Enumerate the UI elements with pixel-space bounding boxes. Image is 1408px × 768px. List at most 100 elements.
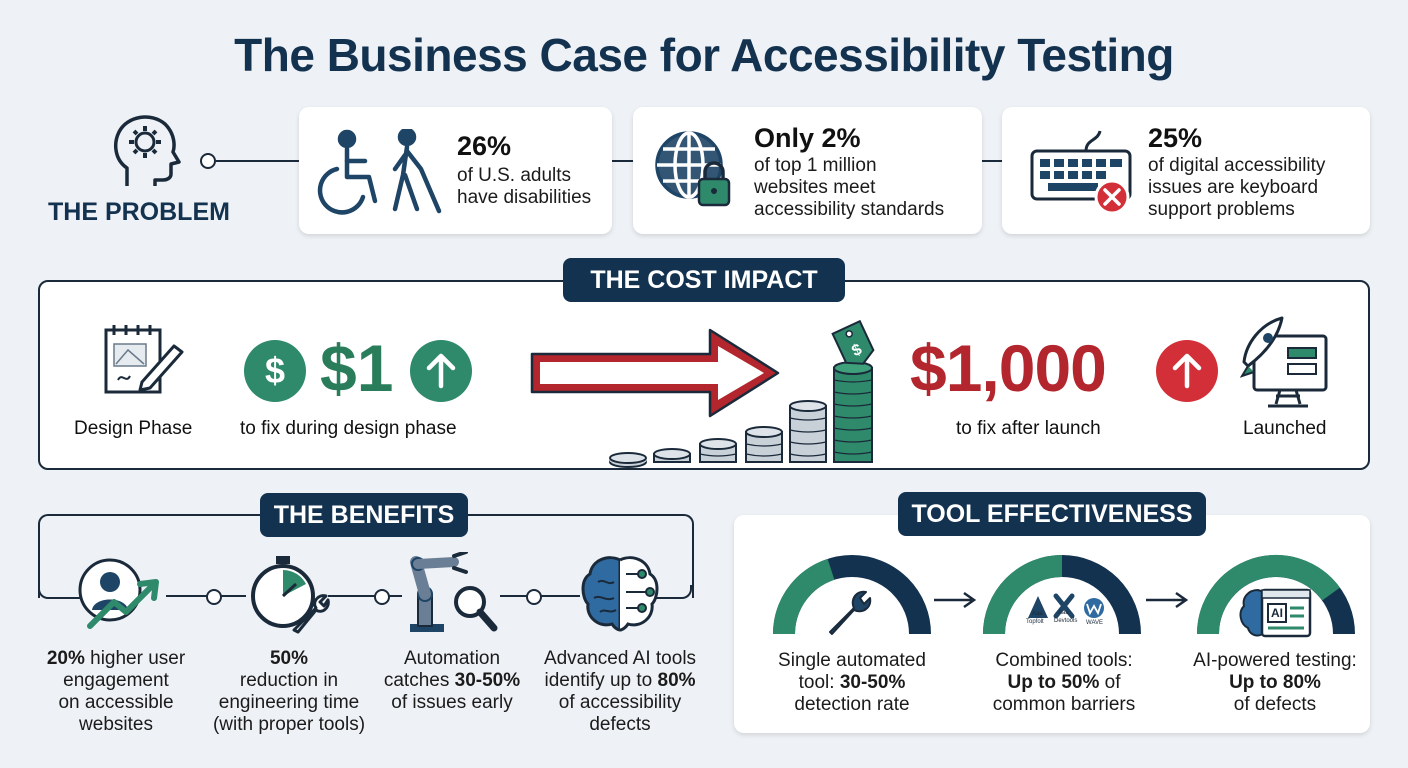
benefit-strong: 80%	[657, 670, 696, 691]
stat-card-keyboard: 25% of digital accessibility issues are …	[1002, 107, 1370, 234]
benefit-text: of accessibility	[558, 692, 682, 713]
stat-desc-line: of U.S. adults	[457, 165, 572, 186]
gauge-fill	[773, 558, 835, 635]
benefit-automation-text: Automation catches 30-50% of issues earl…	[370, 648, 534, 714]
tool-text: of	[1099, 672, 1121, 693]
benefit-time-text: 50% reduction in engineering time (with …	[206, 648, 372, 736]
connector-dot	[200, 153, 216, 169]
cost-growth-arrow	[528, 326, 784, 425]
connector-line	[982, 160, 1002, 162]
stat-desc-line: issues are keyboard	[1148, 177, 1319, 198]
benefit-text: Advanced AI tools	[543, 648, 697, 669]
page-title: The Business Case for Accessibility Test…	[234, 29, 1174, 81]
connector-line	[328, 595, 402, 597]
connector-dot	[206, 589, 222, 605]
stopwatch-wrench-icon	[246, 552, 330, 641]
tool-ai-text: AI-powered testing: Up to 80% of defects	[1182, 650, 1368, 716]
launch-cost-amount: $1,000	[910, 331, 1107, 405]
tool-single-text: Single automated tool: 30-50% detection …	[766, 650, 938, 716]
benefit-text: (with proper tools)	[212, 714, 366, 735]
launched-label: Launched	[1243, 418, 1327, 439]
cost-impact-heading: THE COST IMPACT	[563, 258, 845, 302]
globe-lock-icon	[651, 127, 741, 222]
connector-line	[216, 160, 300, 162]
stat-value: 25%	[1148, 123, 1203, 153]
dollar-icon: $	[244, 340, 306, 402]
stat-card-websites: Only 2% of top 1 million websites meet a…	[633, 107, 982, 234]
benefit-strong: 20%	[46, 648, 85, 669]
tool-text: Single automated	[778, 650, 926, 671]
benefit-text: higher user	[84, 648, 186, 669]
connector-dot	[374, 589, 390, 605]
ai-brain-icon	[578, 552, 662, 639]
tool-text: AI-powered testing:	[1193, 650, 1357, 671]
tool-mini-label: Topfolt	[1026, 619, 1044, 625]
user-growth-icon	[76, 556, 166, 637]
stat-desc-line: have disabilities	[457, 187, 592, 208]
benefits-heading: THE BENEFITS	[260, 493, 468, 537]
tool-text: of defects	[1233, 694, 1317, 715]
arrow-up-icon	[410, 340, 472, 402]
ai-testing-icon: AI	[1238, 584, 1318, 642]
design-cost-desc: to fix during design phase	[240, 418, 457, 439]
benefit-text: identify up to	[544, 670, 658, 691]
stat-desc-line: accessibility standards	[754, 199, 945, 220]
arrow-right-icon	[932, 590, 978, 615]
tool-text: detection rate	[794, 694, 910, 715]
gauge-ai-testing	[1197, 555, 1355, 635]
arrow-up-red-icon	[1156, 340, 1218, 402]
benefit-text: websites	[79, 714, 153, 735]
tool-text: Combined tools:	[995, 650, 1133, 671]
arrow-right-icon	[1144, 590, 1190, 615]
stat-desc-line: of digital accessibility	[1148, 155, 1326, 176]
design-notepad-icon	[100, 322, 190, 407]
problem-head-icon	[105, 108, 185, 195]
stat-card-disabilities: 26% of U.S. adults have disabilities	[299, 107, 612, 234]
tool-strong: Up to 80%	[1229, 672, 1321, 693]
benefit-ai-text: Advanced AI tools identify up to 80% of …	[530, 648, 710, 736]
benefit-text: reduction in	[239, 670, 339, 691]
coin-stacks-icon: $	[606, 318, 886, 473]
benefit-text: engineering time	[218, 692, 360, 713]
stat-desc-line: support problems	[1148, 199, 1295, 220]
benefits-frame-bottom-left	[38, 585, 80, 599]
benefit-engagement-text: 20% higher user engagement on accessible…	[36, 648, 196, 736]
tool-text: tool:	[798, 672, 840, 693]
connector-line	[612, 160, 634, 162]
accessibility-people-icon	[317, 127, 447, 220]
connector-dot	[526, 589, 542, 605]
tool-mini-label: WAVE	[1086, 620, 1104, 626]
problem-label: THE PROBLEM	[48, 198, 230, 226]
launch-cost-desc: to fix after launch	[956, 418, 1101, 439]
robot-arm-icon	[404, 550, 500, 641]
keyboard-error-icon	[1028, 125, 1138, 222]
design-phase-label: Design Phase	[74, 418, 193, 439]
tool-strong: Up to 50%	[1007, 672, 1100, 693]
stat-desc-line: websites meet	[754, 177, 876, 198]
tool-effectiveness-heading: TOOL EFFECTIVENESS	[898, 492, 1206, 536]
ai-badge-text: AI	[1271, 606, 1283, 620]
benefit-text: Automation	[403, 648, 501, 669]
benefit-strong: 30-50%	[454, 670, 521, 691]
stat-desc-line: of top 1 million	[754, 155, 877, 176]
benefit-text: engagement	[63, 670, 169, 691]
benefit-text: of issues early	[391, 692, 513, 713]
stat-value: 26%	[457, 131, 512, 161]
combined-tools-icon: Aaa Aaa Topfolt Devtools WAVE	[1018, 588, 1110, 642]
gauge-single-tool	[773, 555, 931, 635]
gauge-fill	[1197, 555, 1340, 635]
benefit-strong: 50%	[269, 648, 309, 669]
stat-value: Only 2%	[754, 123, 861, 153]
design-cost-amount: $1	[320, 331, 394, 405]
tool-strong: 30-50%	[839, 672, 906, 693]
benefit-text: defects	[589, 714, 651, 735]
benefits-frame-bottom-right	[652, 585, 692, 599]
tool-mini-label: Devtools	[1054, 618, 1078, 624]
benefit-text: on accessible	[58, 692, 174, 713]
tool-mini-label: Aaa	[1058, 610, 1069, 616]
tool-mini-label: Aaa	[1032, 611, 1043, 617]
benefit-text: catches	[383, 670, 455, 691]
tool-text: common barriers	[992, 694, 1136, 715]
rocket-monitor-icon	[1239, 314, 1332, 415]
gauge-combined-tools	[983, 555, 1141, 635]
